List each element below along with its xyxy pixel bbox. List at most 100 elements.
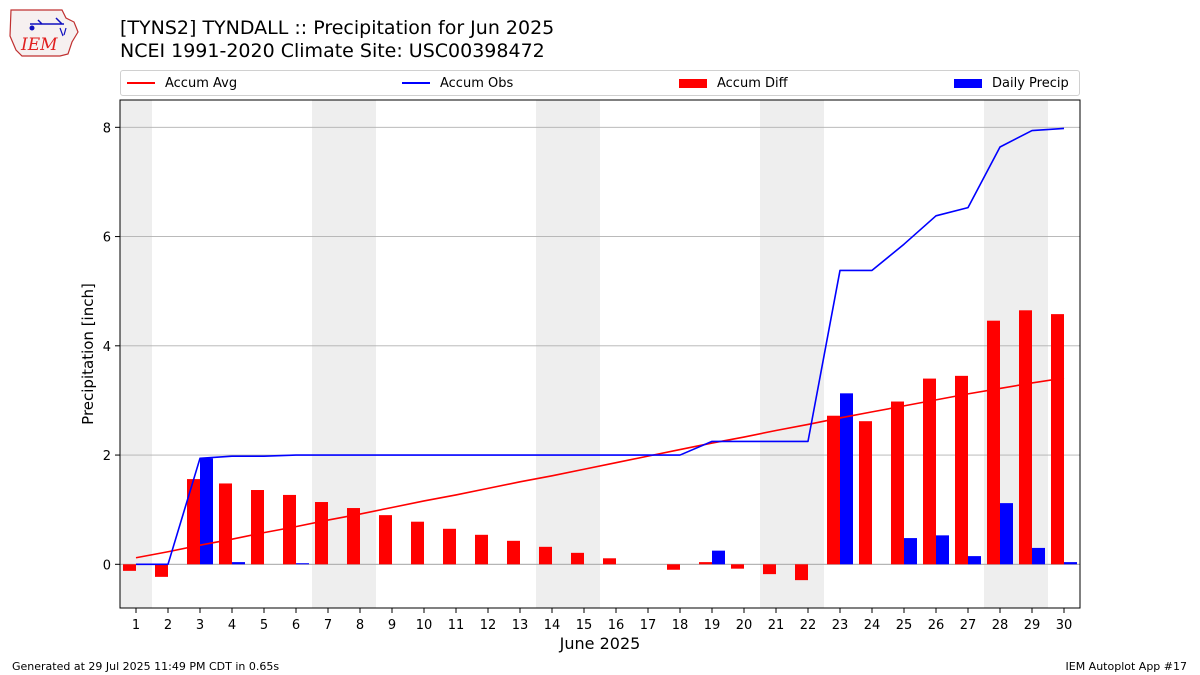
x-tick-label: 2: [164, 618, 172, 633]
accum-diff-bar: [827, 415, 840, 565]
x-tick-label: 24: [864, 618, 881, 633]
accum-diff-bar: [731, 564, 744, 569]
accum-diff-bar: [603, 558, 616, 565]
x-tick-label: 29: [1024, 618, 1041, 633]
footer-generated: Generated at 29 Jul 2025 11:49 PM CDT in…: [12, 660, 280, 673]
accum-diff-bar: [347, 508, 360, 565]
accum-diff-bar: [123, 564, 136, 571]
legend-line-blue: [402, 82, 430, 84]
footer-app: IEM Autoplot App #17: [1065, 660, 1188, 673]
daily-precip-bar: [712, 550, 725, 565]
x-tick-label: 21: [768, 618, 785, 633]
daily-precip-bar: [936, 535, 949, 565]
weekend-shade: [568, 100, 600, 608]
legend-label: Daily Precip: [992, 75, 1069, 91]
logo-text: IEM: [20, 35, 58, 55]
accum-diff-bar: [923, 378, 936, 565]
y-tick-label: 2: [103, 449, 111, 464]
accum-diff-bar: [699, 562, 712, 565]
x-tick-label: 14: [544, 618, 561, 633]
x-tick-label: 7: [324, 618, 332, 633]
legend-accum-obs: Accum Obs: [402, 71, 513, 95]
accum-diff-bar: [411, 521, 424, 565]
accum-diff-bar: [955, 375, 968, 565]
chart-legend: Accum Avg Accum Obs Accum Diff Daily Pre…: [120, 70, 1080, 96]
x-tick-label: 5: [260, 618, 268, 633]
x-tick-label: 6: [292, 618, 300, 633]
legend-accum-diff: Accum Diff: [679, 71, 788, 95]
accum-diff-bar: [539, 546, 552, 565]
accum-diff-bar: [667, 564, 680, 570]
daily-precip-bar: [904, 538, 917, 565]
y-tick-label: 6: [103, 231, 111, 246]
x-tick-label: 15: [576, 618, 593, 633]
plot-frame: [119, 99, 1081, 609]
x-tick-label: 30: [1056, 618, 1073, 633]
weekend-shade: [536, 100, 568, 608]
legend-label: Accum Obs: [440, 75, 514, 91]
x-tick-label: 22: [800, 618, 817, 633]
x-tick-label: 23: [832, 618, 849, 633]
weekend-shade: [120, 100, 152, 608]
weekend-shade: [792, 100, 824, 608]
y-tick-label: 4: [103, 340, 111, 355]
accum-diff-bar: [891, 401, 904, 565]
x-tick-label: 10: [416, 618, 433, 633]
accum-diff-bar: [987, 320, 1000, 565]
iowa-map-icon: IEM: [9, 9, 79, 57]
chart-subtitle: NCEI 1991-2020 Climate Site: USC00398472: [120, 40, 545, 62]
daily-precip-bar: [296, 563, 309, 565]
x-tick-label: 16: [608, 618, 625, 633]
chart-title: [TYNS2] TYNDALL :: Precipitation for Jun…: [120, 17, 555, 39]
accum-diff-bar: [795, 564, 808, 581]
accum-obs-line: [136, 127, 1065, 566]
x-tick-label: 17: [640, 618, 657, 633]
x-tick-label: 12: [480, 618, 497, 633]
x-tick-label: 28: [992, 618, 1009, 633]
legend-line-red: [127, 82, 155, 84]
x-tick-label: 20: [736, 618, 753, 633]
legend-label: Accum Avg: [165, 75, 238, 91]
legend-accum-avg: Accum Avg: [127, 71, 237, 95]
accum-diff-bar: [475, 534, 488, 565]
x-axis-label: June 2025: [559, 634, 641, 653]
daily-precip-bar: [1032, 547, 1045, 565]
x-tick-label: 18: [672, 618, 689, 633]
x-tick-label: 11: [448, 618, 465, 633]
accum-diff-bar: [155, 564, 168, 577]
accum-diff-bar: [219, 483, 232, 565]
accum-diff-bar: [571, 552, 584, 565]
daily-precip-bar: [1000, 503, 1013, 565]
y-tick-label: 0: [103, 558, 111, 573]
weekend-shade: [760, 100, 792, 608]
accum-diff-bar: [763, 564, 776, 575]
accum-diff-bar: [1019, 310, 1032, 565]
legend-patch-blue: [954, 78, 982, 88]
daily-precip-bar: [968, 556, 981, 565]
x-tick-label: 13: [512, 618, 529, 633]
x-tick-label: 8: [356, 618, 364, 633]
accum-diff-bar: [507, 540, 520, 565]
accum-diff-bar: [251, 490, 264, 565]
daily-precip-bar: [200, 458, 213, 565]
iem-logo: IEM: [8, 6, 80, 60]
daily-precip-bar: [840, 393, 853, 565]
accum-diff-bar: [443, 528, 456, 565]
x-tick-label: 25: [896, 618, 913, 633]
legend-label: Accum Diff: [717, 75, 788, 91]
accum-diff-bar: [1051, 314, 1064, 565]
accum-avg-line: [135, 377, 1065, 559]
x-tick-label: 19: [704, 618, 721, 633]
accum-diff-bar: [379, 515, 392, 565]
x-tick-label: 27: [960, 618, 977, 633]
x-tick-label: 9: [388, 618, 396, 633]
y-tick-label: 8: [103, 121, 111, 136]
daily-precip-bar: [232, 562, 245, 565]
x-tick-label: 4: [228, 618, 236, 633]
y-axis-label: Precipitation [inch]: [79, 283, 97, 425]
x-tick-label: 1: [132, 618, 140, 633]
x-tick-label: 26: [928, 618, 945, 633]
accum-diff-bar: [283, 494, 296, 565]
daily-precip-bar: [1064, 562, 1077, 565]
